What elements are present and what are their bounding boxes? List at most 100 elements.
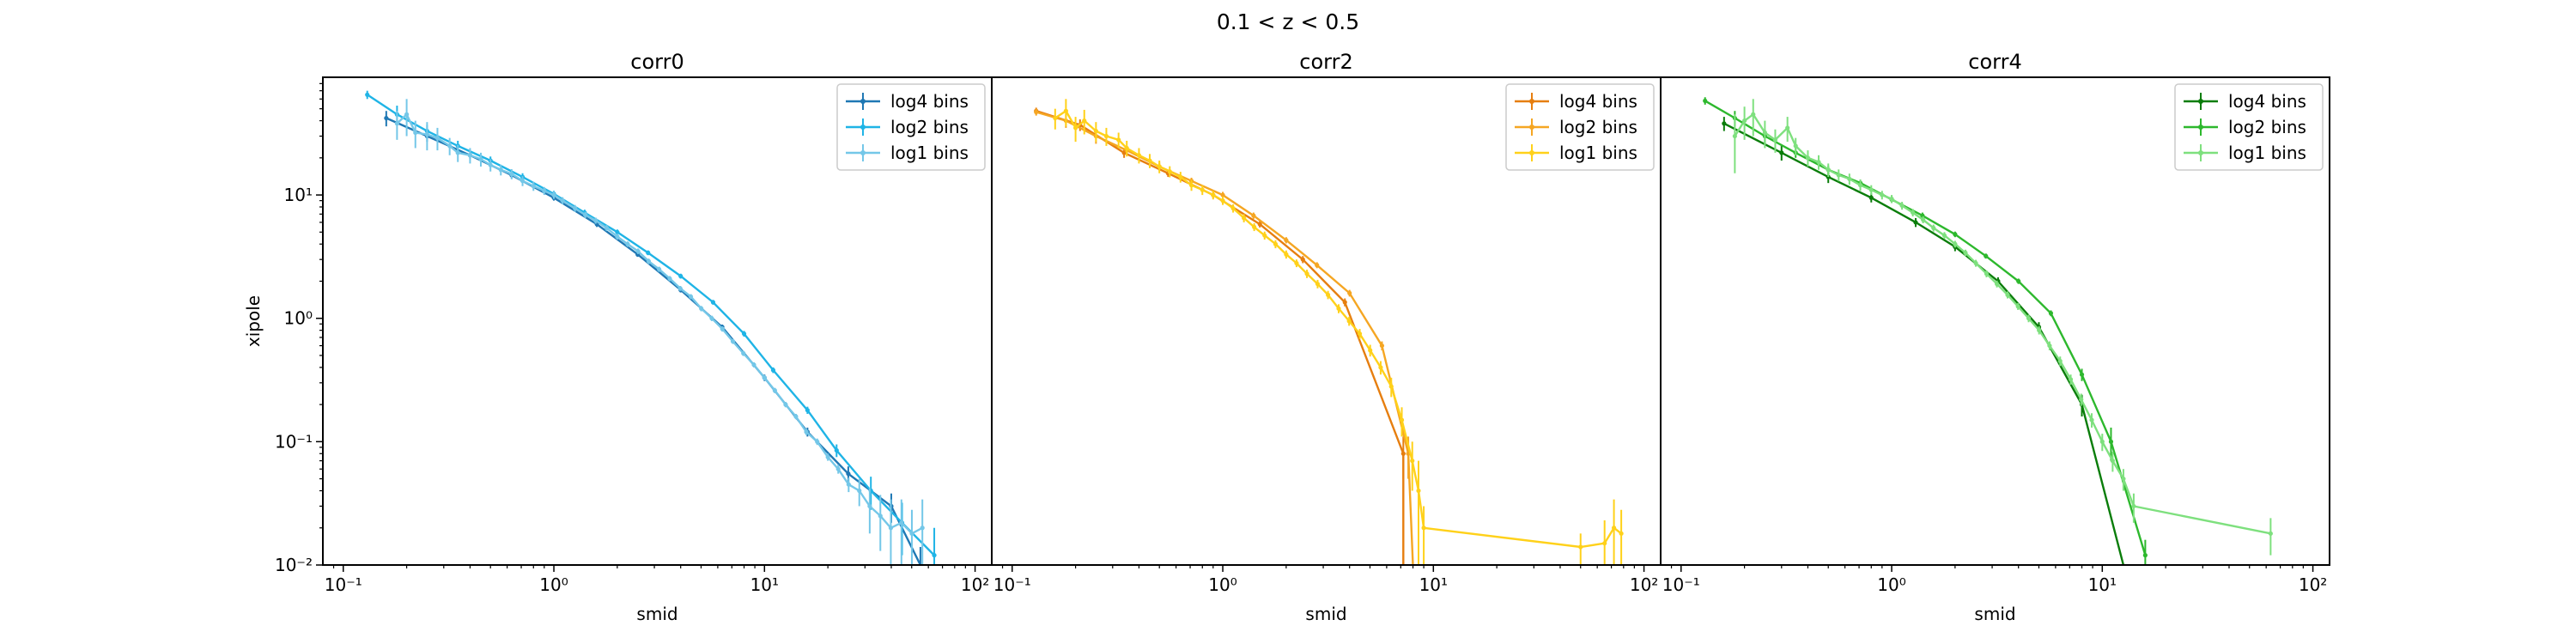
data-point	[1357, 331, 1363, 337]
x-tick-label: 10²	[2299, 574, 2327, 595]
x-axis-label: smid	[1974, 604, 2015, 624]
data-point	[1188, 183, 1194, 188]
data-point	[1116, 137, 1121, 143]
data-point	[2121, 476, 2126, 482]
data-point	[1416, 488, 1421, 494]
data-point	[1325, 292, 1331, 297]
data-point	[413, 130, 418, 136]
legend-label: log2 bins	[1559, 117, 1637, 137]
data-point	[1347, 290, 1352, 295]
data-point	[560, 198, 565, 204]
data-point	[846, 482, 851, 487]
data-point	[2108, 439, 2114, 444]
data-point	[455, 150, 460, 155]
data-point	[1399, 417, 1405, 422]
data-point	[656, 266, 662, 272]
legend-swatch-marker	[1529, 150, 1534, 155]
data-point	[1899, 203, 1905, 209]
data-point	[678, 273, 683, 279]
data-point	[770, 368, 776, 373]
data-point	[909, 531, 914, 536]
data-point	[1847, 176, 1852, 181]
data-point	[1602, 541, 1607, 546]
legend-item: log2 bins	[2184, 117, 2306, 137]
data-point	[488, 162, 493, 167]
data-point	[1762, 130, 1767, 136]
data-point	[1826, 167, 1831, 173]
chart-panel-corr2: corr2 smid 10⁻¹ 10⁰ 10¹ 10² log4 bins log2 bins…	[991, 50, 1662, 624]
chart-panel-corr0: corr0 smid xipole 10⁻¹ 10⁰ 10¹ 10² 10⁻² 10⁻¹ 10⁰ 1…	[243, 50, 993, 624]
data-point	[467, 153, 473, 158]
y-axis-label: xipole	[243, 295, 264, 347]
data-point	[1793, 143, 1798, 149]
data-point	[1779, 150, 1784, 155]
data-point	[1342, 300, 1347, 305]
data-point	[793, 414, 799, 419]
data-point	[1984, 253, 1989, 258]
plot-area	[1034, 99, 1624, 565]
data-point	[615, 229, 620, 234]
data-point	[741, 331, 747, 337]
data-point	[2037, 328, 2042, 333]
legend-swatch-marker	[1529, 125, 1534, 130]
figure-suptitle: 0.1 < z < 0.5	[1217, 9, 1359, 34]
legend-label: log4 bins	[1559, 91, 1637, 112]
data-point	[1346, 319, 1352, 324]
legend-item: log1 bins	[2184, 143, 2306, 163]
data-point	[593, 218, 598, 223]
data-point	[1732, 133, 1737, 139]
data-point	[710, 300, 716, 305]
data-point	[1816, 160, 1821, 165]
data-point	[2142, 553, 2148, 558]
data-point	[709, 316, 714, 321]
legend-label: log1 bins	[2228, 143, 2306, 163]
data-point	[1400, 451, 1406, 456]
data-point	[646, 250, 651, 255]
data-point	[1984, 271, 1990, 276]
legend-frame	[1505, 83, 1655, 171]
plot-area	[365, 90, 937, 565]
data-point	[1941, 233, 1947, 238]
data-point	[1220, 198, 1225, 204]
data-point	[1211, 192, 1216, 197]
data-point	[1836, 173, 1841, 178]
series-line	[396, 112, 923, 535]
data-point	[542, 188, 547, 193]
data-point	[1103, 133, 1109, 139]
series-log4-bins	[1722, 117, 2125, 565]
data-point	[932, 553, 937, 558]
data-point	[1257, 222, 1262, 227]
data-point	[551, 192, 556, 197]
series-line	[1054, 109, 1622, 549]
y-tick-label: 10⁻¹	[275, 431, 313, 452]
data-point	[857, 488, 862, 494]
data-point	[635, 248, 641, 254]
legend-swatch-marker	[2198, 150, 2203, 155]
data-point	[1913, 220, 1918, 225]
legend-label: log2 bins	[890, 117, 969, 137]
data-point	[1200, 187, 1205, 192]
data-point	[878, 513, 883, 519]
series-line	[1704, 100, 2147, 556]
data-point	[2268, 531, 2273, 536]
data-point	[1994, 282, 2000, 287]
data-point	[615, 234, 620, 240]
data-point	[1251, 213, 1256, 218]
legend-swatch-marker	[2198, 125, 2203, 130]
data-point	[1053, 115, 1058, 121]
data-point	[762, 375, 767, 380]
x-tick-label: 10⁻¹	[1662, 574, 1700, 595]
x-tick-label: 10¹	[1419, 574, 1448, 595]
data-point	[2079, 372, 2085, 377]
data-point	[1931, 225, 1936, 231]
data-point	[783, 402, 788, 407]
data-point	[1963, 250, 1968, 255]
data-point	[667, 276, 672, 282]
data-point	[365, 92, 370, 97]
data-point	[834, 447, 839, 453]
data-point	[1304, 271, 1309, 276]
data-point	[1368, 348, 1373, 353]
data-point	[1178, 174, 1183, 179]
data-point	[1093, 128, 1098, 134]
data-point	[825, 454, 830, 459]
